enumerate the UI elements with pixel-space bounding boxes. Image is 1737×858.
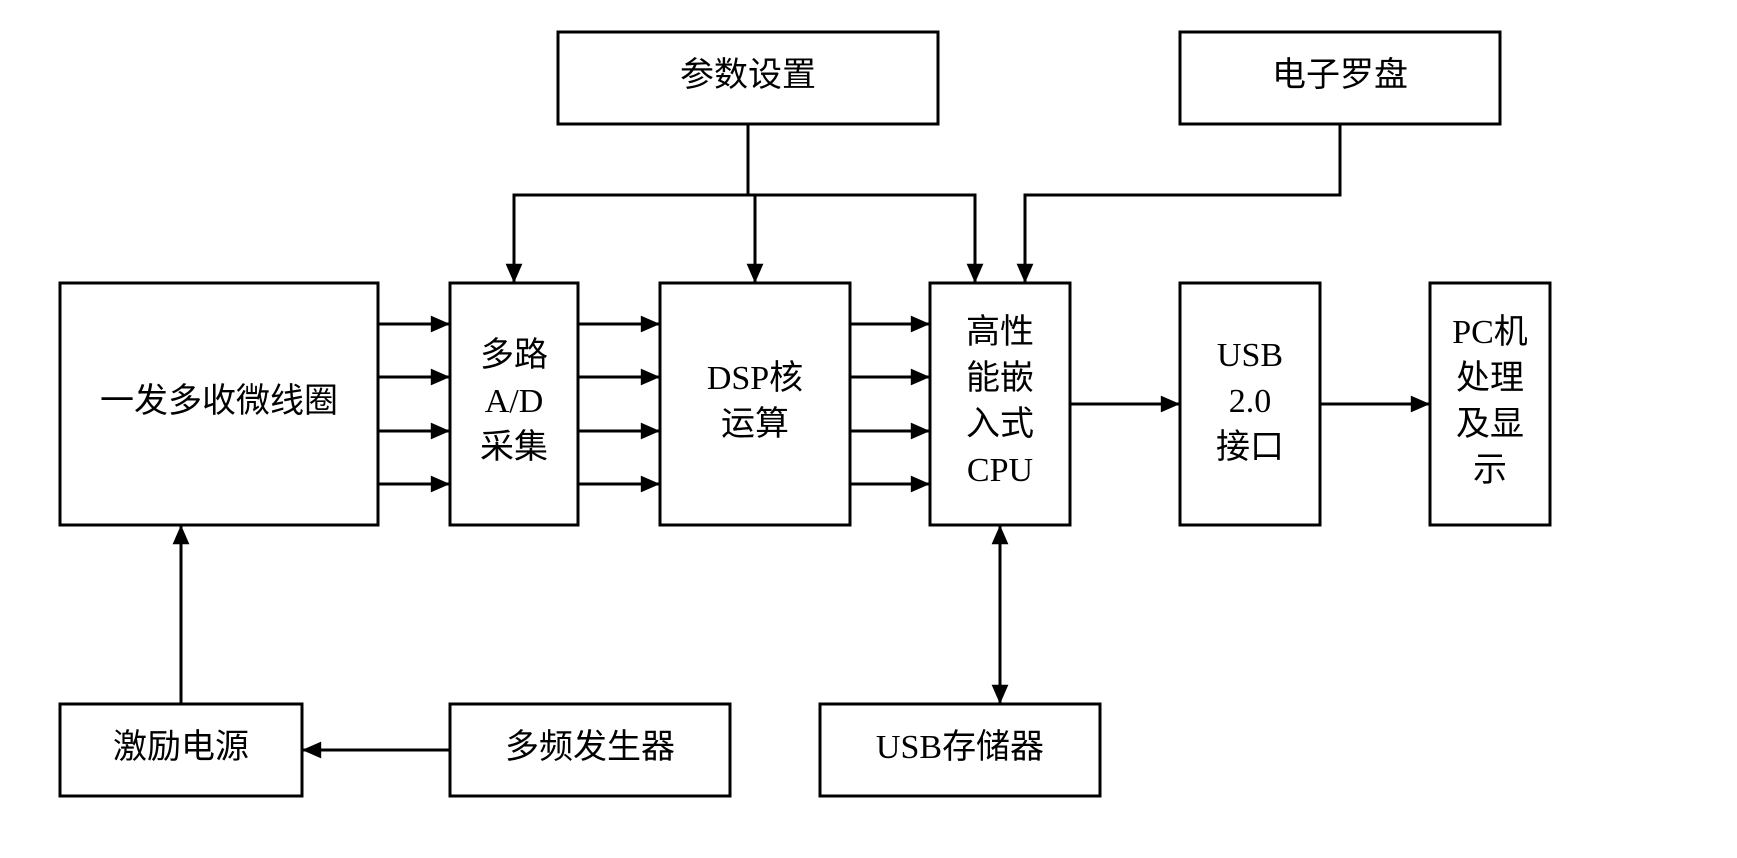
label-compass: 电子罗盘: [1272, 56, 1408, 94]
label-usbstore: USB存储器: [876, 728, 1044, 766]
label-pc: PC机处理及显示: [1452, 313, 1528, 489]
label-cpu: 高性能嵌入式CPU: [966, 313, 1034, 489]
label-dsp: DSP核运算: [707, 359, 803, 443]
edge-poly-8: [1025, 124, 1340, 283]
edge-poly-6: [748, 195, 755, 283]
edge-poly-7: [748, 195, 975, 283]
label-power: 激励电源: [113, 728, 249, 766]
label-freqgen: 多频发生器: [505, 728, 675, 766]
label-usb20: USB2.0接口: [1216, 337, 1284, 466]
node-dsp: [660, 283, 850, 525]
label-ad: 多路A/D采集: [480, 336, 548, 466]
label-param: 参数设置: [680, 56, 816, 94]
label-coil: 一发多收微线圈: [100, 382, 338, 420]
edge-poly-5: [514, 124, 748, 283]
